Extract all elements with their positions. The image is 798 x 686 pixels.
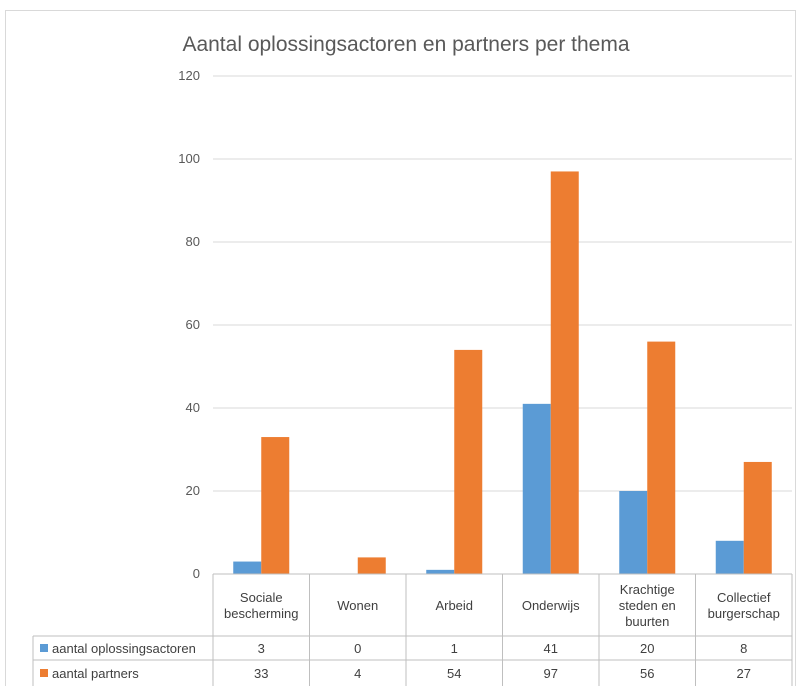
data-label: 0: [354, 641, 361, 656]
bar-partners: [744, 462, 772, 574]
data-label: 41: [544, 641, 558, 656]
y-axis: 0 20 40 60 80 100 120: [178, 68, 200, 581]
bar-partners: [647, 342, 675, 574]
data-label: 27: [737, 666, 751, 681]
chart-title: Aantal oplossingsactoren en partners per…: [182, 33, 629, 56]
bars: [233, 171, 772, 574]
data-label: 8: [740, 641, 747, 656]
bar-partners: [358, 557, 386, 574]
y-tick-label: 0: [193, 566, 200, 581]
category-label: Onderwijs: [522, 598, 580, 613]
category-label: Arbeid: [435, 598, 473, 613]
y-tick-label: 100: [178, 151, 200, 166]
bar-partners: [454, 350, 482, 574]
legend-key-partners: [40, 669, 48, 677]
data-label: 54: [447, 666, 461, 681]
y-tick-label: 120: [178, 68, 200, 83]
legend-label: aantal partners: [52, 666, 139, 681]
category-label: Krachtige: [620, 582, 675, 597]
data-label: 1: [451, 641, 458, 656]
bar-oplossingsactoren: [523, 404, 551, 574]
category-label: buurten: [625, 614, 669, 629]
y-tick-label: 60: [186, 317, 200, 332]
bar-partners: [261, 437, 289, 574]
category-label: burgerschap: [708, 606, 780, 621]
bar-oplossingsactoren: [233, 562, 261, 574]
category-label: Collectief: [717, 590, 771, 605]
category-label: Wonen: [337, 598, 378, 613]
legend-label: aantal oplossingsactoren: [52, 641, 196, 656]
y-tick-label: 40: [186, 400, 200, 415]
data-label: 56: [640, 666, 654, 681]
data-label: 20: [640, 641, 654, 656]
data-label: 33: [254, 666, 268, 681]
y-tick-label: 80: [186, 234, 200, 249]
y-tick-label: 20: [186, 483, 200, 498]
category-label: steden en: [619, 598, 676, 613]
bar-oplossingsactoren: [619, 491, 647, 574]
bar-oplossingsactoren: [716, 541, 744, 574]
data-label: 3: [258, 641, 265, 656]
data-label: 4: [354, 666, 361, 681]
legend-key-oplossingsactoren: [40, 644, 48, 652]
bar-partners: [551, 171, 579, 574]
data-label: 97: [544, 666, 558, 681]
category-label: bescherming: [224, 606, 298, 621]
category-label: Sociale: [240, 590, 283, 605]
bar-oplossingsactoren: [426, 570, 454, 574]
gridlines: [213, 76, 792, 574]
